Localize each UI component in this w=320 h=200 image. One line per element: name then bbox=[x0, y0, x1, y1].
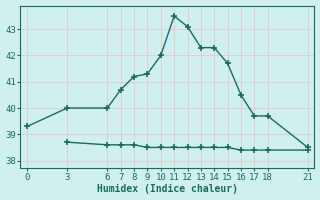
X-axis label: Humidex (Indice chaleur): Humidex (Indice chaleur) bbox=[97, 184, 238, 194]
